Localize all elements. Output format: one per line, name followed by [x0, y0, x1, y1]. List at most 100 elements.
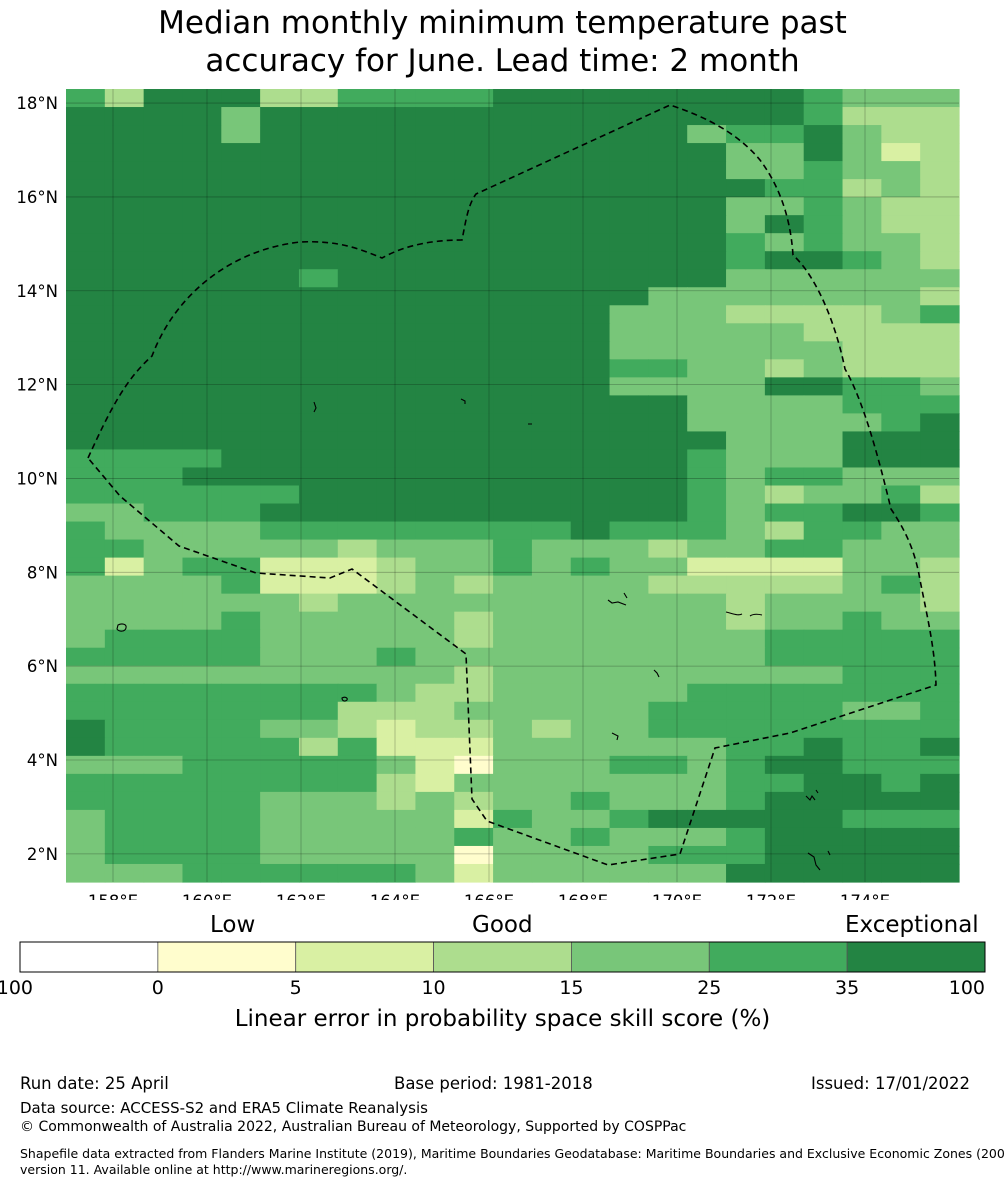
grid-cell [415, 665, 455, 685]
grid-cell [337, 737, 378, 757]
grid-cell [66, 485, 106, 505]
grid-cell [337, 809, 378, 829]
grid-cell [221, 827, 261, 847]
grid-cell [920, 359, 960, 378]
grid-cell [881, 827, 921, 847]
grid-cell [881, 179, 921, 198]
grid-cell [454, 125, 494, 144]
grid-cell [609, 557, 649, 577]
grid-cell [570, 629, 611, 649]
grid-cell [66, 503, 106, 523]
grid-cell [376, 611, 417, 631]
grid-cell [260, 431, 300, 451]
grid-cell [687, 107, 727, 126]
grid-cell [66, 305, 106, 324]
grid-cell [764, 809, 805, 829]
grid-cell [454, 719, 494, 739]
grid-cell [454, 845, 494, 865]
grid-cell [881, 809, 921, 829]
grid-cell [803, 161, 844, 180]
grid-cell [764, 467, 805, 487]
grid-cell [376, 359, 417, 378]
grid-cell [260, 521, 300, 541]
grid-cell [609, 629, 649, 649]
island-coastline [805, 789, 819, 801]
grid-cell [376, 773, 417, 793]
grid-cell [648, 143, 688, 162]
grid-cell [143, 431, 184, 451]
grid-cell [298, 773, 339, 793]
grid-cell [531, 323, 572, 342]
grid-cell [376, 377, 417, 396]
grid-cell [337, 701, 378, 721]
grid-cell [493, 215, 533, 234]
grid-cell [570, 701, 611, 721]
grid-cell [726, 539, 766, 559]
grid-cell [104, 575, 145, 595]
grid-cell [764, 755, 805, 775]
grid-cell [415, 161, 455, 180]
grid-cell [298, 287, 339, 306]
grid-cell [182, 269, 222, 288]
grid-cell [764, 665, 805, 685]
grid-cell [415, 791, 455, 811]
grid-cell [726, 827, 766, 847]
grid-cell [881, 215, 921, 234]
grid-cell [648, 107, 688, 126]
grid-cell [376, 647, 417, 667]
grid-cell [260, 179, 300, 198]
grid-cell [920, 215, 960, 234]
grid-cell [842, 161, 882, 180]
grid-cell [764, 737, 805, 757]
grid-cell [531, 593, 572, 613]
grid-cell [415, 269, 455, 288]
grid-cell [182, 683, 222, 703]
grid-cell [260, 755, 300, 775]
grid-cell [182, 701, 222, 721]
colorbar-segment [295, 941, 434, 973]
grid-cell [104, 755, 145, 775]
grid-cell [726, 233, 766, 252]
grid-cell [182, 665, 222, 685]
grid-cell [570, 233, 611, 252]
grid-cell [570, 89, 611, 108]
grid-cell [298, 197, 339, 216]
grid-cell [260, 305, 300, 324]
grid-cell [764, 431, 805, 451]
grid-cell [609, 485, 649, 505]
grid-cell [648, 413, 688, 433]
grid-cell [920, 125, 960, 144]
grid-cell [454, 683, 494, 703]
grid-cell [881, 89, 921, 108]
grid-cell [337, 197, 378, 216]
grid-cell [182, 773, 222, 793]
grid-cell [493, 539, 533, 559]
grid-cell [143, 449, 184, 469]
latitude-tick-label: 2°N [27, 845, 58, 864]
grid-cell [337, 773, 378, 793]
grid-cell [260, 863, 300, 883]
grid-cell [881, 845, 921, 865]
grid-cell [803, 773, 844, 793]
grid-cell [376, 557, 417, 577]
grid-cell [104, 683, 145, 703]
grid-cell [182, 593, 222, 613]
grid-cell [298, 791, 339, 811]
grid-cell [493, 845, 533, 865]
grid-cell [182, 503, 222, 523]
grid-cell [881, 557, 921, 577]
grid-cell [531, 395, 572, 415]
grid-cell [570, 143, 611, 162]
grid-cell [609, 449, 649, 469]
grid-cell [920, 845, 960, 865]
grid-cell [182, 485, 222, 505]
grid-cell [687, 629, 727, 649]
longitude-tick-label: 166°E [464, 892, 514, 900]
grid-cell [726, 611, 766, 631]
grid-cell [920, 809, 960, 829]
grid-cell [842, 395, 882, 415]
grid-cell [298, 503, 339, 523]
grid-cell [260, 503, 300, 523]
colorbar-tick-label: 10 [421, 977, 445, 999]
grid-cell [881, 287, 921, 306]
